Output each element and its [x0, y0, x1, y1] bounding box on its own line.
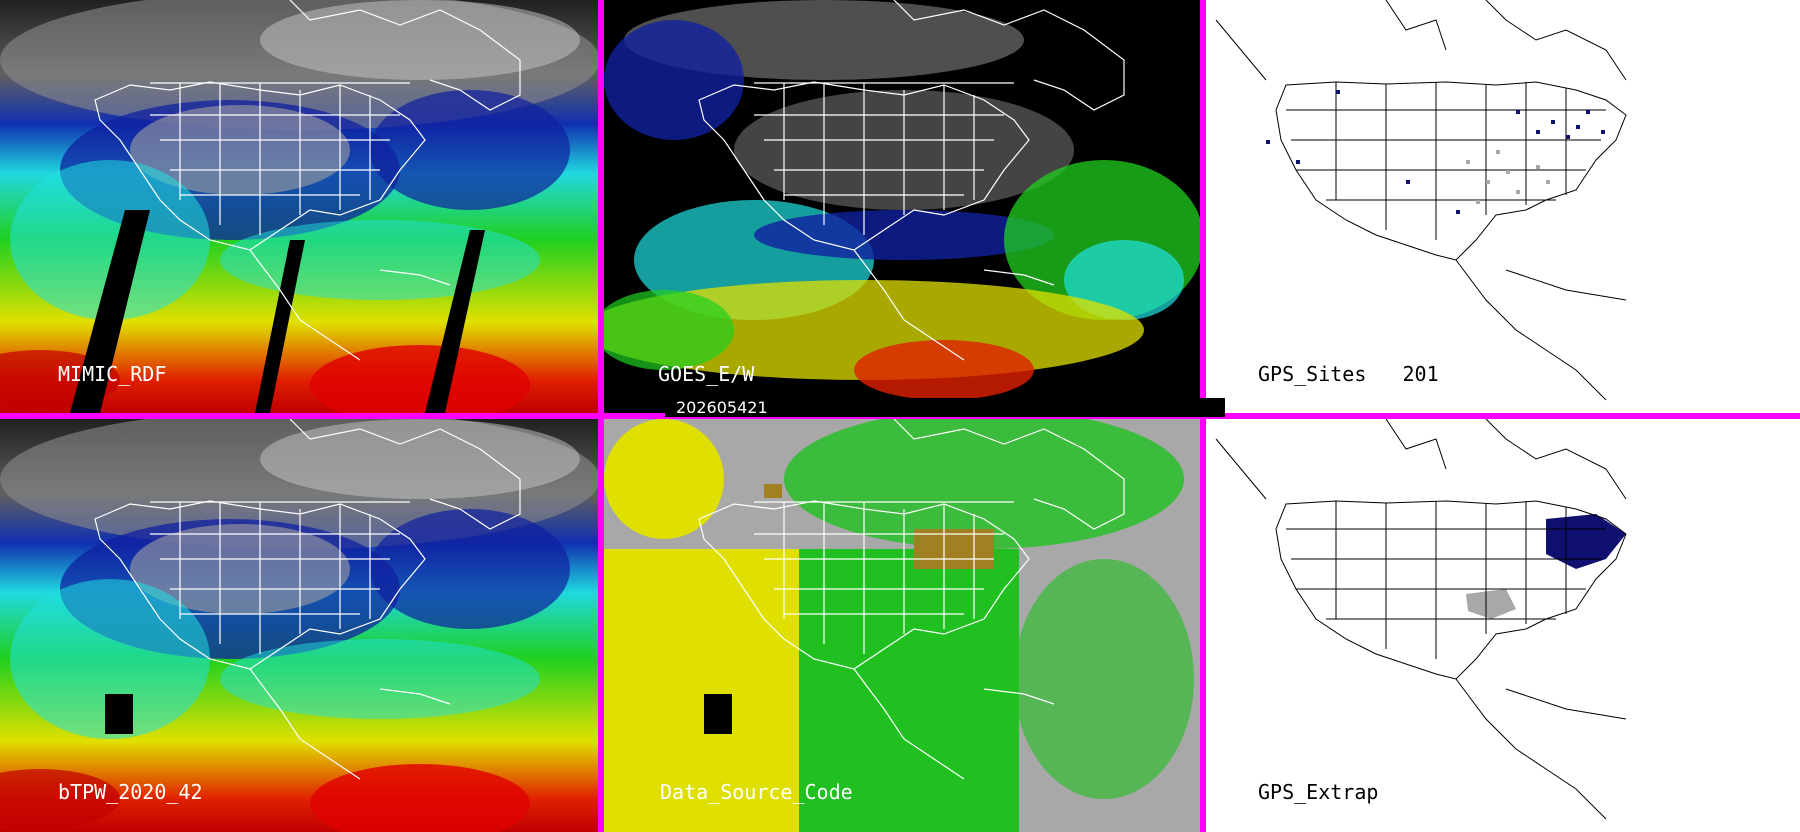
panel-label-gps-sites: GPS_Sites 201	[1258, 362, 1439, 386]
panel-label-data-source: Data_Source_Code	[660, 780, 853, 804]
goes-panel: GOES_E/W	[604, 0, 1200, 413]
timestamp-bar	[665, 398, 1225, 417]
gps-sites-label: GPS_Sites	[1258, 362, 1367, 386]
gps-sites-count: 201	[1402, 362, 1439, 386]
btpw-panel: bTPW_2020_42	[0, 419, 598, 832]
panel-label-gps-extrap: GPS_Extrap	[1258, 780, 1379, 804]
timestamp-text: 202605421	[676, 398, 768, 417]
mimic-rdf-map	[0, 0, 598, 413]
vertical-divider-left	[598, 0, 604, 832]
gps-extrap-panel: GPS_Extrap	[1206, 419, 1800, 832]
gps-sites-map	[1206, 0, 1800, 413]
goes-map	[604, 0, 1200, 413]
gps-sites-panel: GPS_Sites 201	[1206, 0, 1800, 413]
panel-label-goes: GOES_E/W	[658, 362, 755, 386]
gps-extrap-map	[1206, 419, 1800, 832]
data-source-map	[604, 419, 1200, 832]
panel-label-btpw: bTPW_2020_42	[58, 780, 203, 804]
mimic-rdf-panel: MIMIC_RDF	[0, 0, 598, 413]
btpw-map	[0, 419, 598, 832]
panel-label-mimic: MIMIC_RDF	[58, 362, 167, 386]
data-source-panel: Data_Source_Code	[604, 419, 1200, 832]
